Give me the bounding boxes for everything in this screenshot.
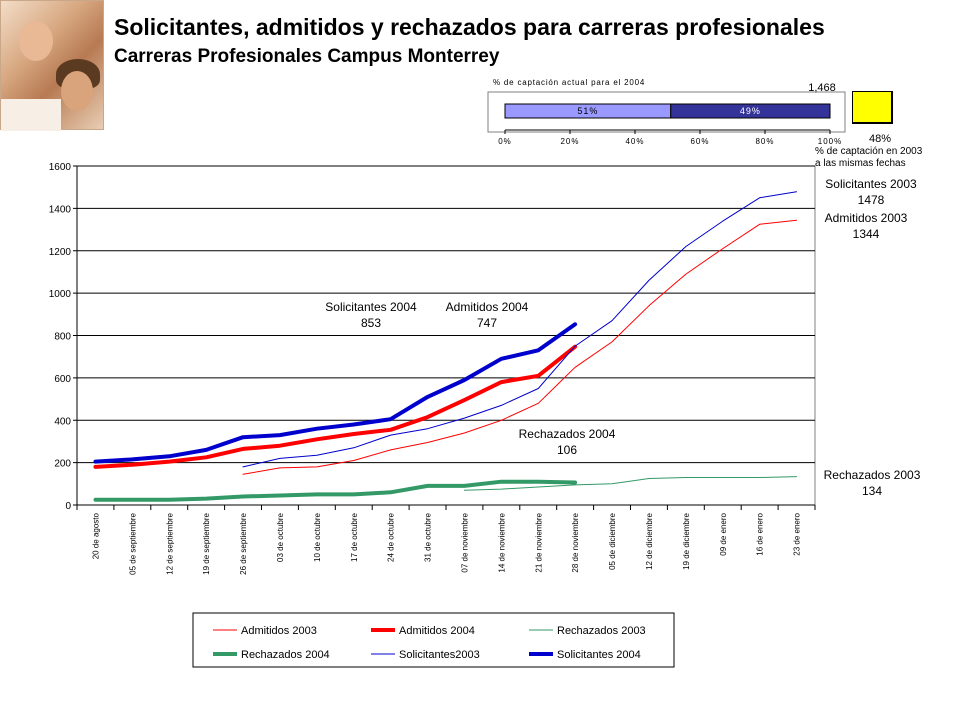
annotation-value: 1478 <box>858 193 885 207</box>
legend-box <box>192 612 675 668</box>
y-tick-label: 1600 <box>49 162 72 173</box>
x-tick-label: 12 de diciembre <box>645 512 654 569</box>
series-line-0 <box>242 219 797 475</box>
series-line-5 <box>93 322 578 464</box>
capture-tick-label: 20% <box>560 137 579 146</box>
x-tick-label: 07 de noviembre <box>460 512 469 572</box>
x-tick-label: 31 de octubre <box>424 512 433 561</box>
series-line-1 <box>93 344 578 469</box>
y-tick-label: 600 <box>54 374 71 385</box>
series-line-2 <box>463 476 797 491</box>
y-tick-label: 1400 <box>49 204 72 215</box>
x-tick-label: 19 de diciembre <box>682 512 691 569</box>
capture-total: 1,468 <box>808 82 836 94</box>
y-tick-label: 400 <box>54 416 71 427</box>
photo-face <box>19 21 53 61</box>
page-title: Solicitantes, admitidos y rechazados par… <box>114 14 825 40</box>
y-tick-label: 1200 <box>49 247 72 258</box>
y-tick-label: 200 <box>54 459 71 470</box>
y-tick-label: 0 <box>65 501 71 512</box>
annotation-value: 106 <box>557 443 577 457</box>
legend-label: Solicitantes 2004 <box>557 649 641 661</box>
annotation-label: Rechazados 2003 <box>824 468 921 482</box>
x-tick-label: 09 de enero <box>719 512 728 555</box>
capture-2003-label: % de captación en 2003 a las mismas fech… <box>815 146 922 170</box>
y-tick-label: 1000 <box>49 289 72 300</box>
capture-2003-indicator <box>852 91 893 124</box>
x-tick-label: 14 de noviembre <box>497 512 506 572</box>
capture-2003-label-line2: a las mismas fechas <box>815 158 906 169</box>
x-tick-label: 28 de noviembre <box>571 512 580 572</box>
annotation-value: 134 <box>862 484 882 498</box>
capture-widget-title: % de captación actual para el 2004 <box>493 78 645 87</box>
capture-segment-label: 51% <box>577 106 598 116</box>
annotation-label: Rechazados 2004 <box>519 427 616 441</box>
annotation-label: Solicitantes 2004 <box>325 300 417 314</box>
capture-2003-label-line1: % de captación en 2003 <box>815 146 923 157</box>
capture-segment-label: 49% <box>740 106 761 116</box>
x-tick-label: 23 de enero <box>793 512 802 555</box>
page-subtitle: Carreras Profesionales Campus Monterrey <box>114 46 500 67</box>
legend-label: Solicitantes2003 <box>399 649 480 661</box>
x-tick-label: 24 de octubre <box>387 512 396 561</box>
x-tick-label: 03 de octubre <box>276 512 285 561</box>
series-line-3 <box>93 479 578 502</box>
capture-2003-pct: 48% <box>869 133 891 145</box>
annotation-label: Admitidos 2003 <box>825 211 908 225</box>
annotation-label: Admitidos 2004 <box>446 300 529 314</box>
capture-tick-label: 60% <box>690 137 709 146</box>
legend-label: Rechazados 2003 <box>557 625 646 637</box>
photo-face <box>61 71 93 111</box>
annotation-label: Solicitantes 2003 <box>825 177 917 191</box>
annotation-value: 853 <box>361 316 381 330</box>
legend-label: Rechazados 2004 <box>241 649 330 661</box>
x-tick-label: 12 de septiembre <box>165 512 174 574</box>
legend-label: Admitidos 2003 <box>241 625 317 637</box>
capture-tick-label: 40% <box>625 137 644 146</box>
x-tick-label: 19 de septiembre <box>202 512 211 574</box>
capture-segment-1 <box>670 103 831 119</box>
capture-tick-label: 0% <box>498 137 512 146</box>
x-tick-label: 16 de enero <box>756 512 765 555</box>
photo-desk <box>1 99 61 131</box>
x-tick-label: 10 de octubre <box>313 512 322 561</box>
annotation-value: 1344 <box>853 227 880 241</box>
x-tick-label: 17 de octubre <box>350 512 359 561</box>
series-line-4 <box>242 191 797 468</box>
capture-tick-label: 100% <box>818 137 842 146</box>
x-tick-label: 20 de agosto <box>91 512 100 559</box>
annotation-value: 747 <box>477 316 497 330</box>
x-tick-label: 26 de septiembre <box>239 512 248 574</box>
students-photo <box>0 0 104 131</box>
legend-label: Admitidos 2004 <box>399 625 475 637</box>
capture-tick-label: 80% <box>755 137 774 146</box>
x-tick-label: 05 de septiembre <box>128 512 137 574</box>
y-tick-label: 800 <box>54 332 71 343</box>
x-tick-label: 05 de diciembre <box>608 512 617 569</box>
x-tick-label: 21 de noviembre <box>534 512 543 572</box>
